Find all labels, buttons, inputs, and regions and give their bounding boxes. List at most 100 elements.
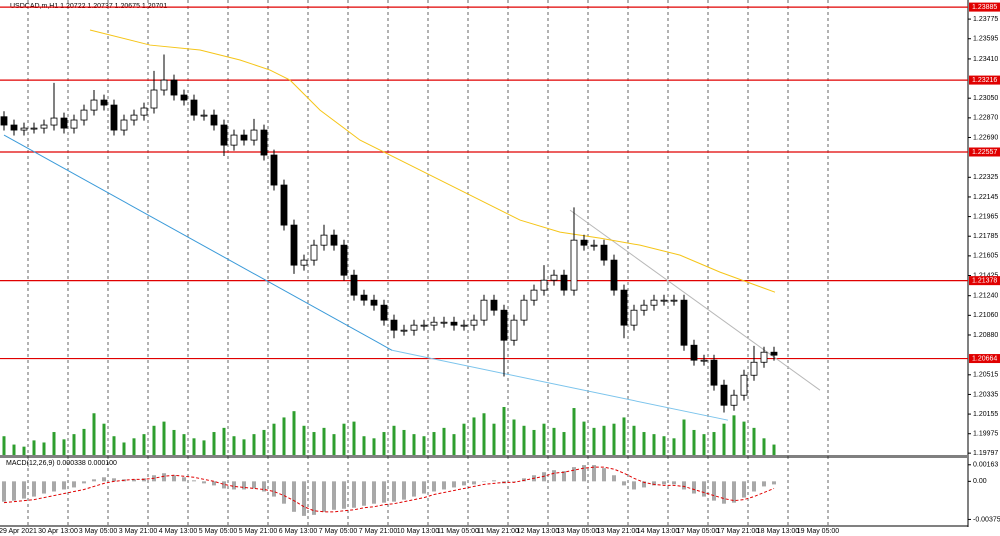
macd-bar bbox=[42, 481, 46, 494]
y-tick-label: 1.23050 bbox=[973, 95, 998, 102]
candle-body bbox=[530, 289, 538, 301]
y-tick-label: 1.23775 bbox=[973, 16, 998, 23]
volume-bar bbox=[592, 427, 596, 455]
volume-bar bbox=[132, 438, 136, 455]
macd-bar bbox=[482, 481, 486, 482]
volume-bar bbox=[232, 436, 236, 455]
candle-body bbox=[710, 359, 718, 386]
macd-bar bbox=[292, 481, 296, 512]
macd-tick-label: -0.00375 bbox=[973, 516, 1000, 523]
candle-body bbox=[450, 321, 458, 326]
macd-bar bbox=[672, 481, 676, 485]
y-tick-label: 1.21425 bbox=[973, 272, 998, 279]
candle-body bbox=[540, 279, 548, 291]
volume-bar bbox=[722, 423, 726, 455]
candle-body bbox=[250, 129, 258, 141]
x-tick-label: 11 May 05:00 bbox=[437, 528, 479, 535]
volume-bar bbox=[342, 423, 346, 455]
candle-body bbox=[50, 117, 58, 126]
candle-body bbox=[290, 224, 298, 266]
candle-body bbox=[260, 129, 268, 156]
macd-bar bbox=[242, 481, 246, 490]
macd-bar bbox=[692, 481, 696, 494]
volume-bar bbox=[122, 442, 126, 455]
candle-body bbox=[170, 79, 178, 96]
macd-bar bbox=[732, 481, 736, 503]
volume-bar bbox=[2, 436, 6, 455]
candle-body bbox=[490, 299, 498, 311]
macd-bar bbox=[492, 480, 496, 482]
candle-body bbox=[610, 259, 618, 291]
candle-body bbox=[80, 109, 88, 121]
macd-bar bbox=[762, 481, 766, 487]
macd-bar bbox=[52, 481, 56, 492]
x-tick-label: 13 May 05:00 bbox=[557, 528, 600, 535]
candle-body bbox=[500, 309, 508, 341]
candle-body bbox=[70, 119, 78, 129]
macd-bar bbox=[462, 481, 466, 486]
candle-body bbox=[160, 79, 168, 91]
volume-bar bbox=[602, 425, 606, 455]
macd-bar bbox=[162, 473, 166, 482]
x-tick-label: 5 May 21:00 bbox=[239, 528, 278, 535]
candle-body bbox=[580, 239, 588, 246]
level-label: 1.20664 bbox=[972, 355, 997, 362]
macd-bar bbox=[302, 481, 306, 516]
y-tick-label: 1.22145 bbox=[973, 194, 998, 201]
y-tick-label: 1.22690 bbox=[973, 134, 998, 141]
volume-bar bbox=[742, 421, 746, 455]
volume-bar bbox=[522, 425, 526, 455]
volume-bar bbox=[332, 434, 336, 455]
macd-bar bbox=[132, 479, 136, 482]
candle-body bbox=[30, 127, 38, 130]
candle-body bbox=[440, 321, 448, 324]
volume-bar bbox=[422, 436, 426, 455]
candle-body bbox=[340, 244, 348, 276]
y-tick-label: 1.20155 bbox=[973, 411, 998, 418]
volume-bar bbox=[442, 427, 446, 455]
candle-body bbox=[100, 99, 108, 106]
x-tick-label: 11 May 21:00 bbox=[477, 528, 519, 535]
candle-body bbox=[720, 384, 728, 406]
macd-bar bbox=[572, 467, 576, 482]
macd-tick-label: 0.00 bbox=[973, 478, 987, 485]
x-tick-label: 14 May 13:00 bbox=[637, 528, 680, 535]
macd-signal bbox=[3, 466, 775, 513]
y-tick-label: 1.19797 bbox=[973, 450, 998, 457]
candle-body bbox=[650, 299, 658, 306]
x-tick-label: 30 Apr 13:00 bbox=[38, 528, 78, 535]
candle-body bbox=[660, 299, 668, 302]
macd-bar bbox=[632, 481, 636, 490]
volume-bar bbox=[392, 425, 396, 455]
volume-bar bbox=[672, 438, 676, 455]
macd-bar bbox=[562, 471, 566, 482]
x-tick-label: 17 May 21:00 bbox=[717, 528, 760, 535]
candle-body bbox=[740, 374, 748, 396]
volume-bar bbox=[242, 439, 246, 455]
macd-bar bbox=[642, 481, 646, 488]
macd-bar bbox=[22, 481, 26, 499]
volume-bar bbox=[472, 417, 476, 455]
volume-bar bbox=[32, 440, 36, 455]
volume-bar bbox=[532, 429, 536, 455]
macd-bar bbox=[662, 481, 666, 485]
candle-body bbox=[370, 299, 378, 306]
volume-bar bbox=[182, 434, 186, 455]
macd-bar bbox=[742, 481, 746, 498]
candle-body bbox=[420, 324, 428, 327]
macd-bar bbox=[612, 475, 616, 482]
macd-bar bbox=[342, 481, 346, 509]
macd-bar bbox=[332, 481, 336, 510]
y-tick-label: 1.20515 bbox=[973, 372, 998, 379]
candle-body bbox=[130, 114, 138, 121]
level-label: 1.23885 bbox=[972, 4, 997, 11]
macd-bar bbox=[72, 481, 76, 488]
macd-bar bbox=[772, 481, 776, 485]
macd-bar bbox=[212, 481, 216, 486]
macd-bar bbox=[202, 481, 206, 484]
macd-bar bbox=[582, 465, 586, 482]
macd-bar bbox=[602, 468, 606, 482]
macd-bar bbox=[272, 481, 276, 497]
volume-bar bbox=[402, 429, 406, 455]
candle-body bbox=[480, 299, 488, 321]
